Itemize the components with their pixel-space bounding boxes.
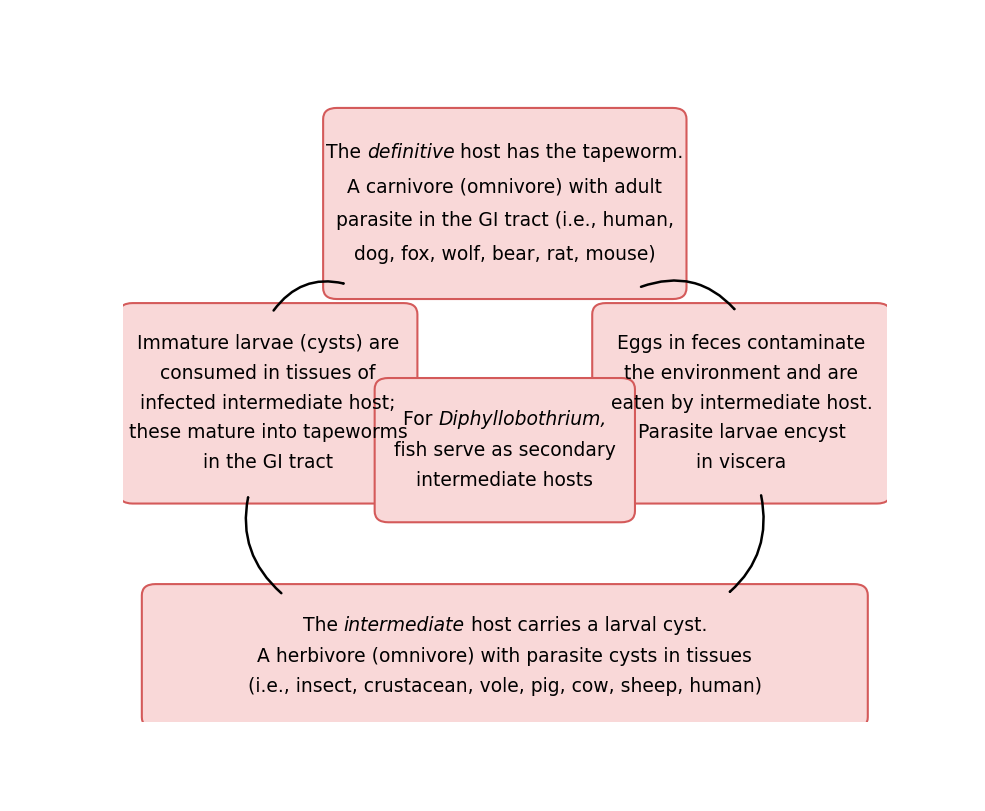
Text: dog, fox, wolf, bear, rat, mouse): dog, fox, wolf, bear, rat, mouse)	[354, 245, 656, 264]
Text: Diphyllobothrium,: Diphyllobothrium,	[438, 410, 607, 429]
Text: intermediate: intermediate	[344, 616, 465, 635]
FancyBboxPatch shape	[374, 378, 635, 522]
Text: consumed in tissues of: consumed in tissues of	[161, 364, 376, 383]
Text: A carnivore (omnivore) with adult: A carnivore (omnivore) with adult	[348, 177, 662, 196]
FancyBboxPatch shape	[142, 584, 868, 728]
Text: these mature into tapeworms: these mature into tapeworms	[129, 423, 408, 443]
FancyBboxPatch shape	[323, 108, 687, 299]
Text: in the GI tract: in the GI tract	[203, 453, 333, 472]
Text: Eggs in feces contaminate: Eggs in feces contaminate	[618, 334, 866, 354]
FancyArrowPatch shape	[730, 496, 763, 592]
Text: parasite in the GI tract (i.e., human,: parasite in the GI tract (i.e., human,	[336, 211, 674, 230]
Text: The: The	[302, 616, 344, 635]
Text: host has the tapeworm.: host has the tapeworm.	[454, 144, 684, 162]
FancyArrowPatch shape	[246, 497, 282, 593]
Text: A herbivore (omnivore) with parasite cysts in tissues: A herbivore (omnivore) with parasite cys…	[257, 646, 753, 666]
FancyArrowPatch shape	[274, 281, 344, 311]
Text: Parasite larvae encyst: Parasite larvae encyst	[637, 423, 845, 443]
Text: eaten by intermediate host.: eaten by intermediate host.	[611, 394, 873, 413]
Text: fish serve as secondary: fish serve as secondary	[394, 440, 616, 460]
Text: The: The	[326, 144, 366, 162]
FancyBboxPatch shape	[592, 303, 890, 504]
Text: in viscera: in viscera	[696, 453, 787, 472]
FancyBboxPatch shape	[119, 303, 418, 504]
Text: intermediate hosts: intermediate hosts	[417, 471, 593, 490]
Text: infected intermediate host;: infected intermediate host;	[141, 394, 396, 413]
Text: (i.e., insect, crustacean, vole, pig, cow, sheep, human): (i.e., insect, crustacean, vole, pig, co…	[248, 677, 761, 696]
Text: host carries a larval cyst.: host carries a larval cyst.	[465, 616, 707, 635]
Text: definitive: definitive	[366, 144, 454, 162]
Text: For: For	[403, 410, 438, 429]
Text: the environment and are: the environment and are	[624, 364, 859, 383]
Text: Immature larvae (cysts) are: Immature larvae (cysts) are	[137, 334, 399, 354]
FancyArrowPatch shape	[641, 281, 734, 309]
